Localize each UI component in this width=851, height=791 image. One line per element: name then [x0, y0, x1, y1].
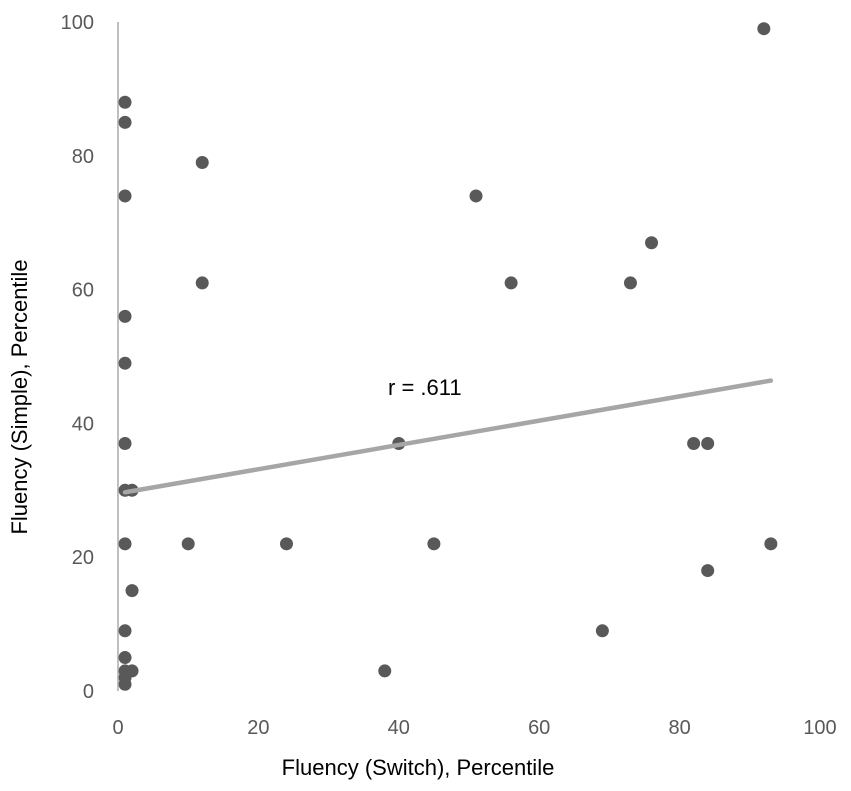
x-tick-label: 0	[112, 717, 123, 739]
x-tick-label: 100	[803, 717, 836, 739]
data-point	[118, 115, 132, 129]
data-point	[181, 537, 195, 551]
trendline-group	[122, 378, 774, 495]
data-point	[118, 677, 132, 691]
trendline	[122, 378, 774, 495]
data-point	[118, 624, 132, 638]
data-point	[469, 189, 483, 203]
data-point	[118, 651, 132, 665]
data-point	[764, 537, 778, 551]
data-point	[687, 436, 701, 450]
x-tick-labels: 0 20 40 60 80 100	[112, 717, 836, 739]
x-tick-label: 60	[528, 717, 550, 739]
data-point	[195, 155, 209, 169]
y-tick-label: 80	[72, 146, 94, 168]
x-tick-label: 20	[247, 717, 269, 739]
data-point	[118, 537, 132, 551]
data-point	[118, 356, 132, 370]
x-tick-label: 40	[388, 717, 410, 739]
data-point	[118, 436, 132, 450]
y-tick-label: 20	[72, 547, 94, 569]
data-point	[504, 276, 518, 290]
y-tick-label: 40	[72, 413, 94, 435]
data-point	[623, 276, 637, 290]
x-axis-title: Fluency (Switch), Percentile	[282, 755, 555, 780]
data-point	[595, 624, 609, 638]
data-point	[645, 236, 659, 250]
y-tick-labels: 0 20 40 60 80 100	[61, 12, 94, 703]
data-point	[701, 436, 715, 450]
y-tick-label: 60	[72, 280, 94, 302]
data-point	[118, 95, 132, 109]
data-point	[118, 189, 132, 203]
data-point	[195, 276, 209, 290]
y-axis-title: Fluency (Simple), Percentile	[7, 259, 32, 534]
data-points	[118, 22, 778, 691]
data-point	[757, 22, 771, 36]
y-tick-label: 0	[83, 681, 94, 703]
data-point	[701, 564, 715, 578]
data-point	[118, 309, 132, 323]
data-point	[427, 537, 441, 551]
data-point	[279, 537, 293, 551]
y-tick-label: 100	[61, 12, 94, 34]
x-tick-label: 80	[668, 717, 690, 739]
data-point	[378, 664, 392, 678]
data-point	[125, 584, 139, 598]
correlation-annotation: r = .611	[388, 375, 462, 400]
